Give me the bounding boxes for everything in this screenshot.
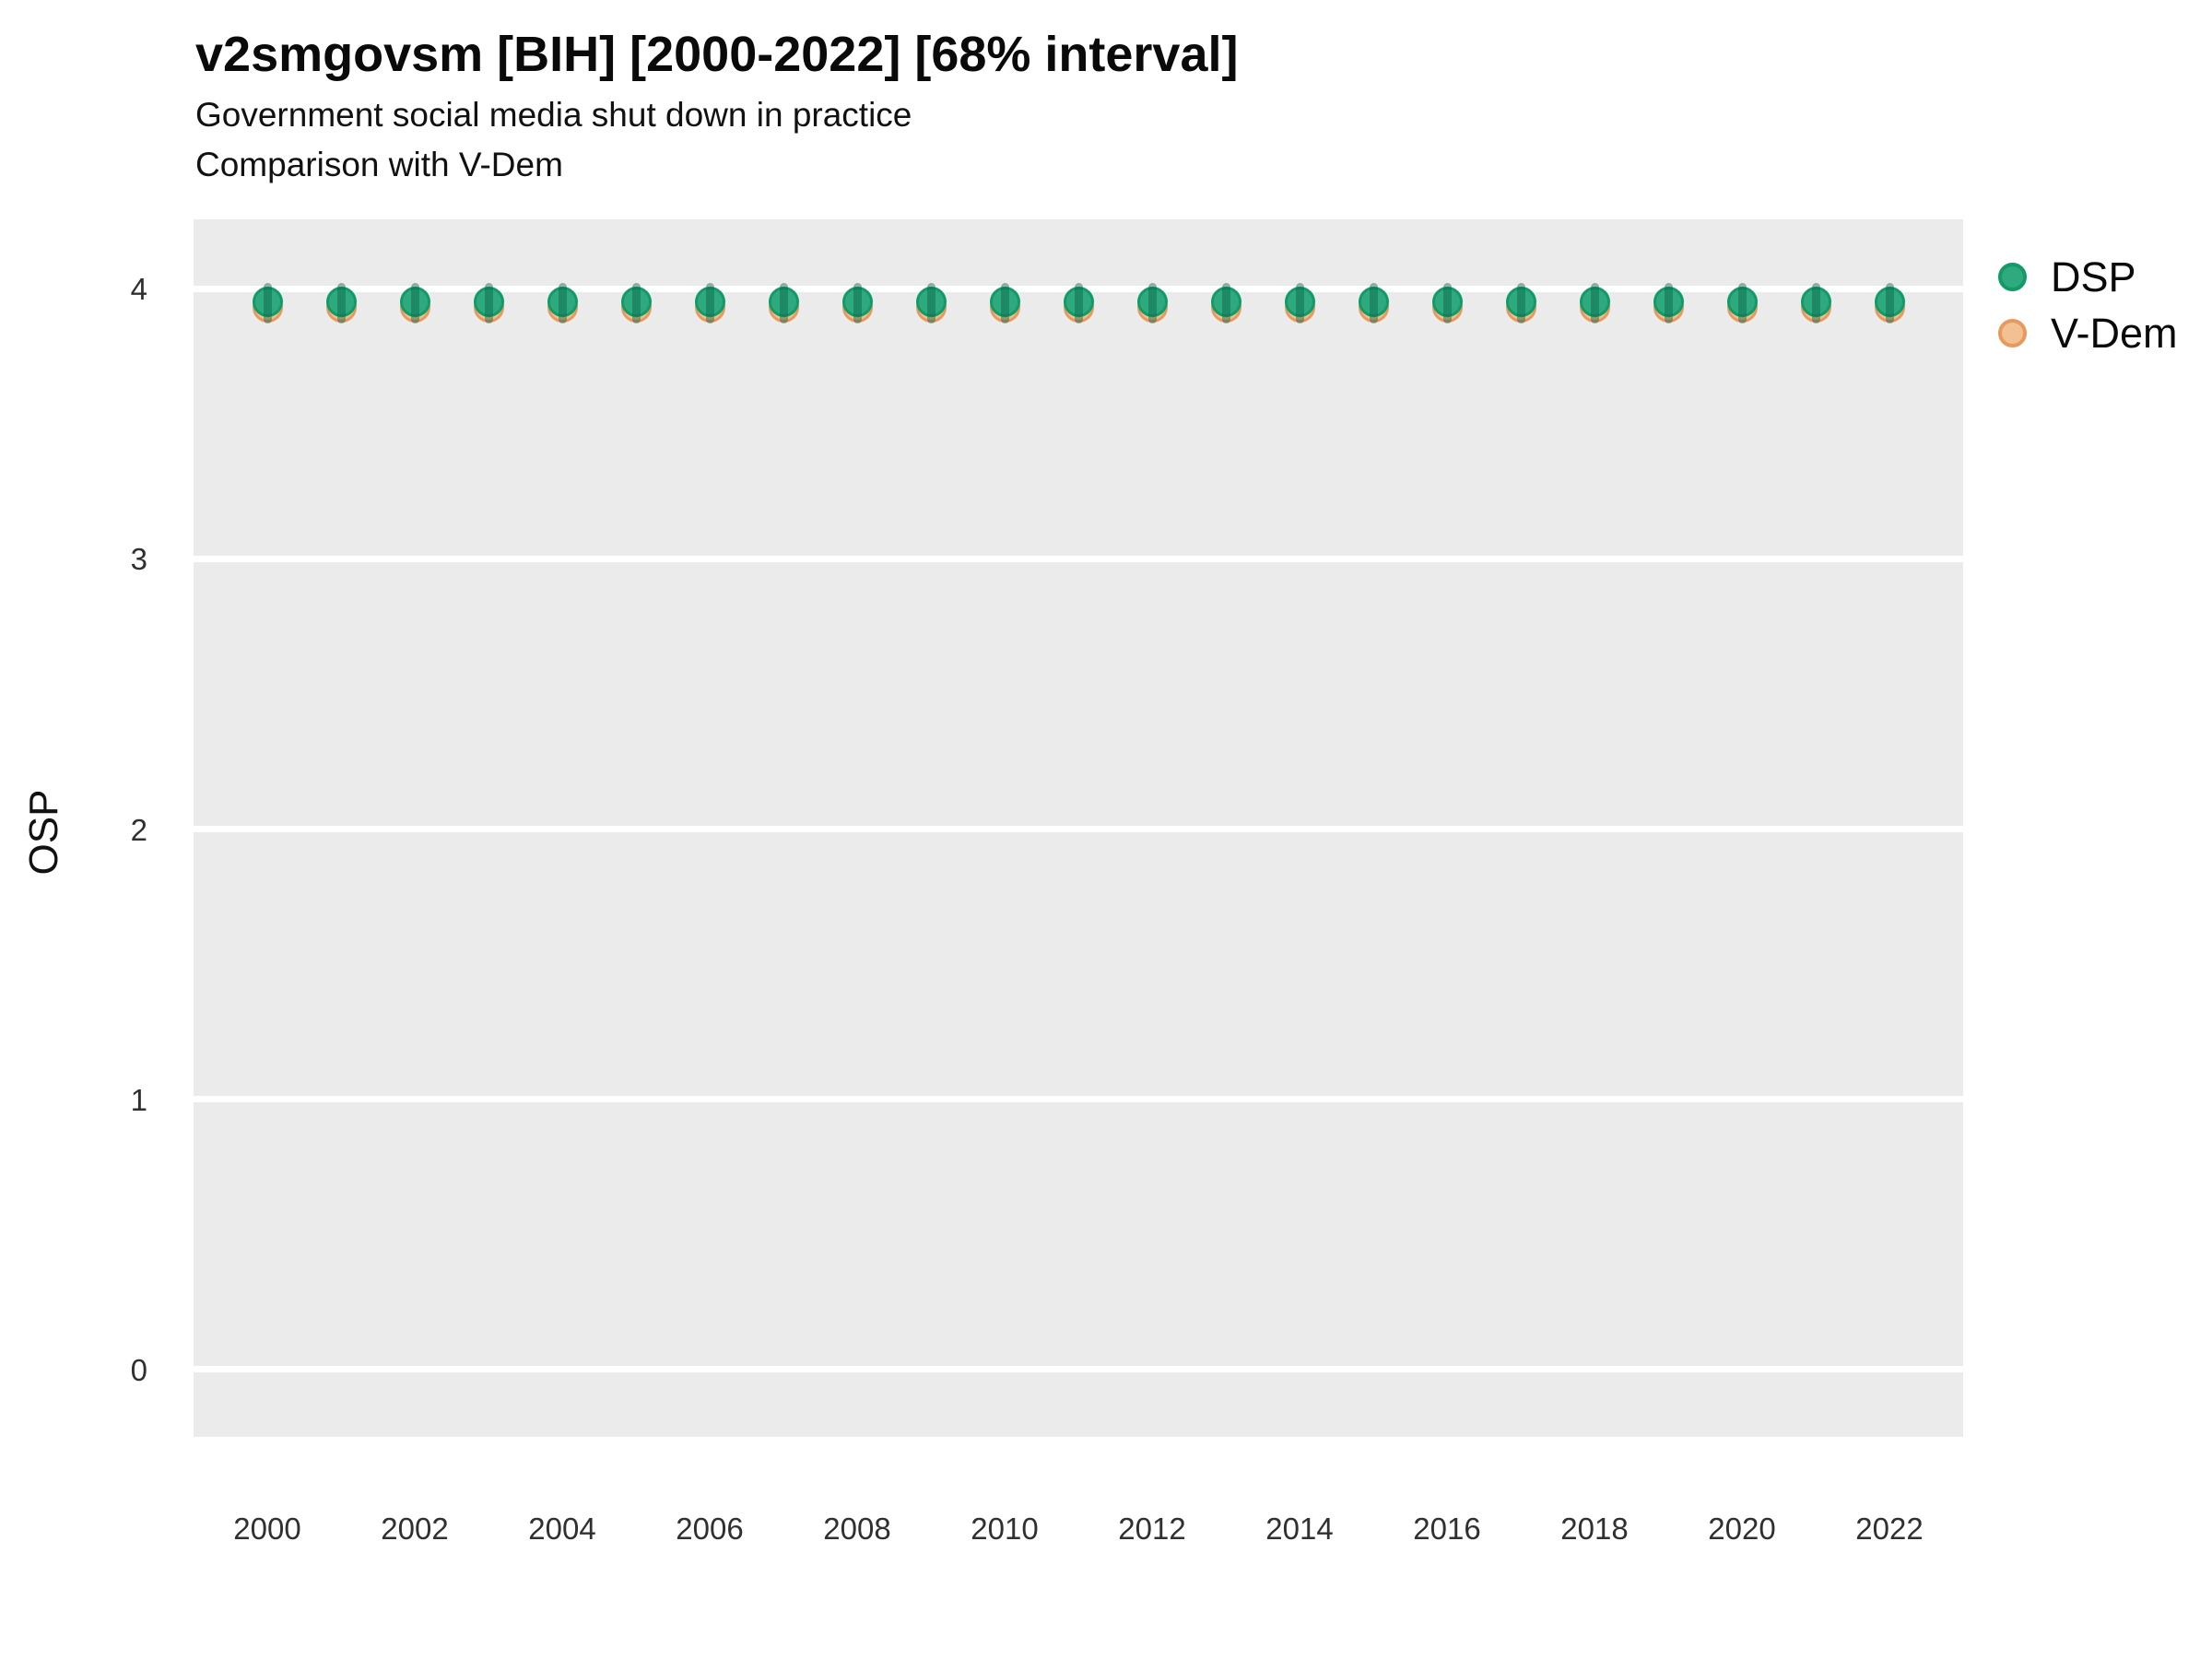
- dsp-interval-2021: [1811, 283, 1820, 324]
- dsp-point-2010: [989, 287, 1020, 318]
- dsp-point-2000: [252, 287, 283, 318]
- legend-item-v-dem: V-Dem: [1998, 310, 2178, 356]
- y-axis-label: OSP: [21, 789, 66, 876]
- dsp-interval-2022: [1885, 283, 1894, 324]
- gridline-y-1: [194, 1096, 1963, 1103]
- dsp-interval-2013: [1221, 283, 1230, 324]
- plot-panel: [194, 219, 1963, 1437]
- dsp-interval-2019: [1664, 283, 1673, 324]
- y-tick-label-0: 0: [130, 1352, 147, 1387]
- dsp-interval-2006: [705, 283, 714, 324]
- dsp-point-2018: [1579, 287, 1610, 318]
- dsp-point-2003: [473, 287, 504, 318]
- dsp-point-2009: [915, 287, 947, 318]
- dsp-interval-2017: [1516, 283, 1525, 324]
- x-tick-label-2002: 2002: [381, 1512, 449, 1546]
- x-tick-label-2022: 2022: [1855, 1512, 1924, 1546]
- dsp-point-2012: [1136, 287, 1168, 318]
- dsp-point-2017: [1505, 287, 1536, 318]
- dsp-interval-2009: [926, 283, 935, 324]
- dsp-interval-2008: [853, 283, 862, 324]
- legend-item-dsp: DSP: [1998, 253, 2136, 300]
- x-tick-label-2018: 2018: [1560, 1512, 1629, 1546]
- chart-subtitle: Government social media shut down in pra…: [195, 96, 912, 134]
- x-tick-label-2012: 2012: [1118, 1512, 1186, 1546]
- dsp-interval-2012: [1147, 283, 1157, 324]
- dsp-interval-2003: [484, 283, 493, 324]
- dsp-interval-2010: [1000, 283, 1009, 324]
- dsp-point-2019: [1653, 287, 1684, 318]
- dsp-interval-2016: [1442, 283, 1452, 324]
- y-tick-label-1: 1: [130, 1082, 147, 1117]
- dsp-point-2005: [620, 287, 652, 318]
- dsp-interval-2007: [779, 283, 788, 324]
- dsp-point-2008: [841, 287, 873, 318]
- legend-label-v-dem: V-Dem: [2051, 309, 2178, 357]
- dsp-interval-2015: [1369, 283, 1378, 324]
- dsp-point-2021: [1800, 287, 1831, 318]
- legend-marker-v-dem-icon: [1998, 318, 2027, 347]
- dsp-point-2015: [1358, 287, 1389, 318]
- x-tick-label-2000: 2000: [233, 1512, 301, 1546]
- x-tick-label-2004: 2004: [528, 1512, 596, 1546]
- dsp-point-2020: [1726, 287, 1758, 318]
- chart-subtitle-comparison: Comparison with V-Dem: [195, 146, 563, 183]
- dsp-interval-2018: [1590, 283, 1599, 324]
- dsp-point-2007: [768, 287, 799, 318]
- x-tick-label-2014: 2014: [1265, 1512, 1334, 1546]
- dsp-interval-2004: [558, 283, 567, 324]
- dsp-interval-2001: [336, 283, 346, 324]
- dsp-point-2001: [325, 287, 357, 318]
- dsp-interval-2000: [263, 283, 272, 324]
- dsp-point-2013: [1210, 287, 1241, 318]
- x-tick-label-2006: 2006: [676, 1512, 744, 1546]
- x-tick-label-2008: 2008: [823, 1512, 891, 1546]
- legend-label-dsp: DSP: [2051, 253, 2136, 300]
- dsp-interval-2002: [410, 283, 419, 324]
- chart-title: v2smgovsm [BIH] [2000-2022] [68% interva…: [195, 27, 1239, 82]
- x-tick-label-2020: 2020: [1708, 1512, 1776, 1546]
- dsp-point-2002: [399, 287, 430, 318]
- dsp-point-2016: [1431, 287, 1463, 318]
- gridline-y-2: [194, 826, 1963, 833]
- dsp-point-2022: [1874, 287, 1905, 318]
- gridline-y-3: [194, 555, 1963, 562]
- y-tick-label-3: 3: [130, 542, 147, 577]
- dsp-point-2011: [1063, 287, 1094, 318]
- dsp-point-2014: [1284, 287, 1315, 318]
- x-tick-label-2010: 2010: [971, 1512, 1039, 1546]
- x-tick-label-2016: 2016: [1413, 1512, 1481, 1546]
- dsp-interval-2020: [1737, 283, 1747, 324]
- dsp-interval-2014: [1295, 283, 1304, 324]
- gridline-y-0: [194, 1366, 1963, 1373]
- dsp-point-2004: [547, 287, 578, 318]
- legend-marker-dsp-icon: [1998, 262, 2027, 291]
- dsp-interval-2005: [631, 283, 641, 324]
- y-tick-label-4: 4: [130, 272, 147, 307]
- dsp-point-2006: [694, 287, 725, 318]
- y-tick-label-2: 2: [130, 812, 147, 847]
- dsp-interval-2011: [1074, 283, 1083, 324]
